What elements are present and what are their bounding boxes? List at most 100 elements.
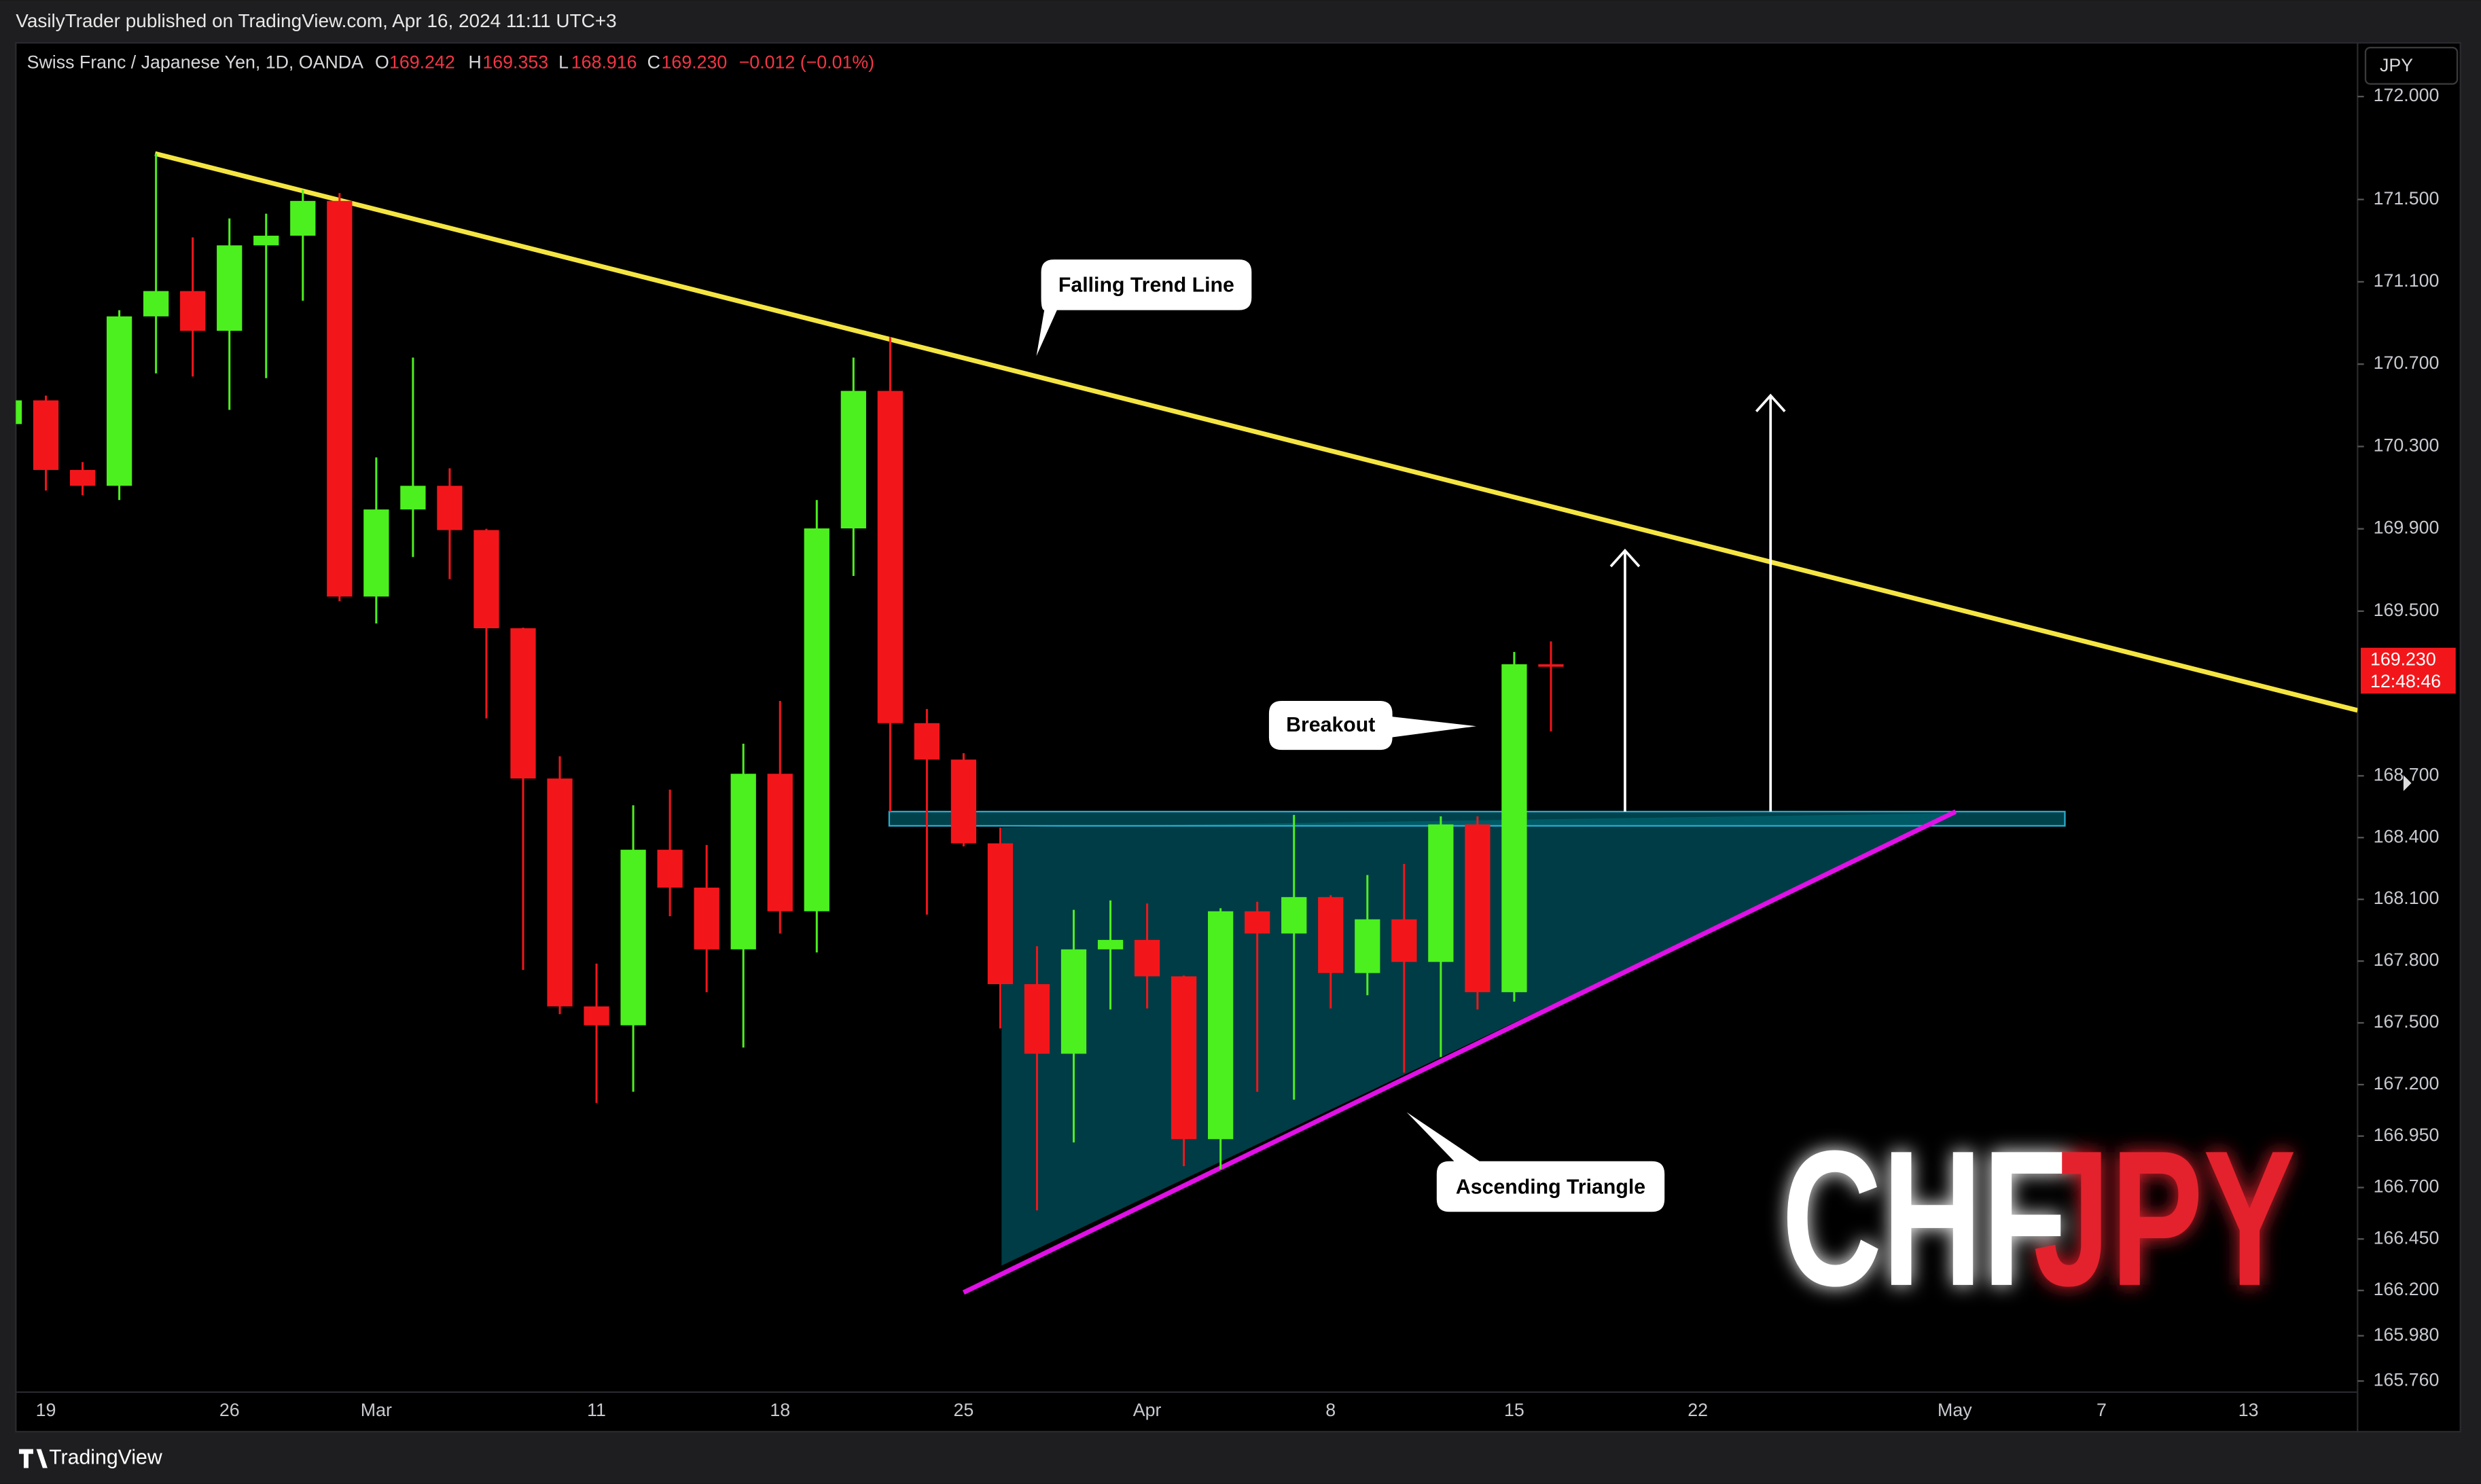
x-tick-label: 19 (36, 1400, 56, 1420)
candle-body (16, 400, 22, 424)
legend-key: H (468, 52, 481, 72)
candle-body (1355, 919, 1380, 973)
falling-trend-line (154, 151, 2358, 713)
y-tick-label: 169.500 (2374, 600, 2440, 620)
annotation: Breakout (1268, 700, 1477, 750)
last-price-label: 169.230 (2370, 649, 2436, 669)
y-tick-label: 166.950 (2374, 1125, 2440, 1145)
x-tick-label: 13 (2238, 1400, 2259, 1420)
callout (1268, 700, 1477, 750)
y-tick-label: 166.200 (2374, 1279, 2440, 1299)
legend-value: 169.242 (389, 52, 455, 72)
candle-body (1538, 664, 1564, 667)
candle-body (69, 469, 96, 486)
watermark-base: CHF (1782, 1111, 2067, 1326)
currency[interactable]: JPY (2380, 55, 2413, 75)
candle-body (877, 391, 903, 723)
x-tick-label: 25 (954, 1400, 974, 1420)
candle-body (1060, 949, 1087, 1054)
candle-body (253, 236, 279, 246)
y-tick-label: 165.760 (2374, 1369, 2440, 1390)
candle-body (437, 486, 463, 530)
countdown: 12:48:46 (2370, 671, 2441, 691)
candle-body (474, 530, 499, 629)
candle-body (950, 759, 977, 844)
candle-body (914, 723, 940, 760)
y-tick-label: 168.100 (2374, 888, 2440, 908)
annotation-text: Breakout (1286, 714, 1375, 736)
y-tick-label: 166.700 (2374, 1176, 2440, 1197)
x-tick-label: 15 (1504, 1400, 1524, 1420)
candle-body (1501, 664, 1527, 992)
symbol-legend: Swiss Franc / Japanese Yen, 1D, OANDA O … (27, 52, 874, 72)
candle-body (1171, 976, 1197, 1140)
x-tick-label: 18 (770, 1400, 790, 1420)
annotation-text: Ascending Triangle (1456, 1176, 1645, 1198)
x-tick-label: 22 (1688, 1400, 1708, 1420)
candle-body (694, 887, 719, 949)
candle-body (1097, 939, 1124, 949)
candle-body (143, 291, 169, 316)
y-tick-label: 171.100 (2374, 270, 2440, 291)
callout (1036, 259, 1252, 357)
candles (16, 153, 1564, 1211)
y-tick-label: 169.900 (2374, 518, 2440, 538)
legend-key: C (647, 52, 660, 72)
annotation: Ascending Triangle (1406, 1112, 1665, 1212)
candle-body (547, 778, 573, 1007)
logo (18, 1449, 48, 1468)
candle-body (730, 774, 756, 949)
x-tick-label: Apr (1133, 1400, 1162, 1420)
y-tick-label: 167.200 (2374, 1073, 2440, 1093)
legend-value: 169.353 (482, 52, 548, 72)
candle-body (987, 843, 1014, 985)
y-tick-label: 166.450 (2374, 1227, 2440, 1248)
candle-body (290, 200, 316, 236)
legend-key: O (375, 52, 389, 72)
candle-body (620, 850, 646, 1026)
candle-body (1428, 824, 1454, 962)
annotation-text: Falling Trend Line (1058, 274, 1234, 297)
candle-body (363, 509, 389, 597)
x-tick-label: May (1938, 1400, 1972, 1420)
candle-body (510, 628, 536, 779)
y-tick-label: 167.800 (2374, 949, 2440, 970)
byline: VasilyTrader published on TradingView.co… (16, 10, 616, 31)
footer: TradingView (18, 1447, 162, 1469)
candle-body (33, 400, 59, 470)
y-tick-label: 170.700 (2374, 352, 2440, 373)
y-tick-label: 165.980 (2374, 1324, 2440, 1345)
x-tick-label: 11 (587, 1400, 606, 1420)
candle-body (217, 245, 243, 331)
candle-body (106, 316, 132, 486)
watermark-quote: JPY (2033, 1111, 2296, 1326)
currency-box[interactable] (2364, 46, 2459, 85)
x-tick-label: Mar (361, 1400, 392, 1420)
candle-body (180, 291, 206, 331)
legend-key: L (558, 52, 569, 72)
candle-body (400, 486, 426, 510)
price-scale-marker (2403, 775, 2412, 791)
candle-body (1245, 911, 1270, 934)
x-tick-label: 7 (2096, 1400, 2107, 1420)
candle-body (1281, 897, 1307, 934)
callout (1406, 1112, 1665, 1212)
candle-body (1318, 897, 1344, 973)
x-tick-label: 8 (1325, 1400, 1336, 1420)
y-tick-label: 171.500 (2374, 188, 2440, 209)
annotation: Falling Trend Line (1036, 259, 1252, 357)
candle-body (840, 391, 866, 529)
y-tick-label: 170.300 (2374, 435, 2440, 455)
candle-body (1208, 911, 1234, 1140)
candle-body (584, 1006, 609, 1026)
candle-body (327, 200, 353, 597)
candle-body (767, 774, 793, 911)
x-tick-label: 26 (219, 1400, 240, 1420)
symbol: Swiss Franc / Japanese Yen, 1D, OANDA (27, 52, 364, 72)
legend-value: 168.916 (571, 52, 637, 72)
legend-value: 169.230 (662, 52, 728, 72)
y-tick-label: 172.000 (2374, 85, 2440, 105)
ascending-line (962, 809, 1957, 1295)
candle-body (1465, 824, 1491, 992)
